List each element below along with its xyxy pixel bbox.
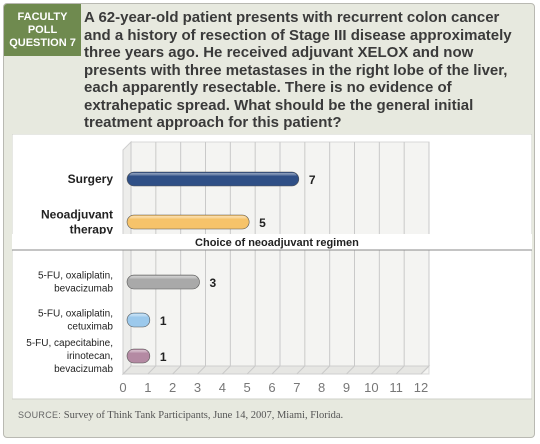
gridline-floor — [122, 365, 132, 375]
value-label: 1 — [160, 314, 167, 328]
x-tick-label: 5 — [244, 380, 251, 395]
bar-highlight-0 — [129, 173, 297, 180]
gridline-floor — [197, 365, 206, 375]
gridline-floor — [346, 365, 355, 375]
question-text: A 62-year-old patient presents with recu… — [84, 9, 512, 131]
x-tick-label: 12 — [414, 380, 428, 395]
category-label: bevacizumab — [54, 364, 113, 375]
category-label: 5-FU, oxaliplatin, — [38, 271, 113, 282]
category-label: cetuximab — [67, 322, 113, 333]
x-tick-label: 3 — [194, 380, 201, 395]
category-label: 5-FU, capecitabine, — [26, 338, 113, 349]
x-tick-label: 0 — [119, 380, 126, 395]
poll-card: FACULTY POLL QUESTION 7 A 62-year-old pa… — [3, 3, 535, 438]
value-label: 7 — [309, 173, 316, 187]
x-tick-label: 8 — [318, 380, 325, 395]
category-label: therapy — [70, 223, 114, 237]
gridline-floor — [271, 365, 281, 375]
badge-line-2: POLL — [27, 23, 58, 36]
category-label: Surgery — [68, 172, 114, 186]
gridline-floor — [246, 365, 256, 375]
x-tick-label: 1 — [144, 380, 151, 395]
category-label: Neoadjuvant — [41, 208, 113, 222]
gridline-floor — [221, 365, 231, 375]
bar-chart: 0 1 2 3 4 5 6 7 8 9 10 11 127Surgery5Neoadjuvantther… — [12, 134, 532, 400]
gridline-floor — [172, 365, 182, 375]
gridline-floor — [370, 365, 380, 375]
gridline-floor — [420, 365, 430, 375]
bar-highlight-3 — [129, 314, 148, 321]
badge-line-1: FACULTY — [17, 10, 68, 23]
x-tick-label: 7 — [293, 380, 300, 395]
badge-line-3: QUESTION 7 — [9, 36, 76, 49]
source-note: SOURCE: Survey of Think Tank Participant… — [18, 410, 343, 421]
bar-highlight-1 — [129, 216, 248, 223]
faculty-poll-badge: FACULTY POLL QUESTION 7 — [4, 4, 81, 56]
x-tick-label: 10 — [364, 380, 378, 395]
gridline-floor — [321, 365, 331, 375]
gridline-floor — [147, 365, 157, 375]
x-tick-label: 9 — [343, 380, 350, 395]
category-label: irinotecan, — [67, 351, 113, 362]
bar-highlight-2 — [129, 276, 198, 283]
value-label: 5 — [259, 216, 266, 230]
source-label: SOURCE: — [18, 410, 62, 420]
value-label: 1 — [160, 350, 167, 364]
gridline-floor — [296, 365, 306, 375]
bar-highlight-4 — [129, 350, 148, 357]
gridline-floor — [395, 365, 405, 375]
x-tick-label: 6 — [268, 380, 275, 395]
x-tick-label: 4 — [219, 380, 226, 395]
x-tick-label: 2 — [169, 380, 176, 395]
annotation-strip — [12, 234, 532, 250]
source-text: Survey of Think Tank Participants, June … — [63, 410, 344, 421]
annotation-label: Choice of neoadjuvant regimen — [195, 237, 359, 249]
category-label: bevacizumab — [54, 284, 113, 295]
category-label: 5-FU, oxaliplatin, — [38, 309, 113, 320]
x-tick-label: 11 — [389, 380, 403, 395]
value-label: 3 — [210, 276, 217, 290]
